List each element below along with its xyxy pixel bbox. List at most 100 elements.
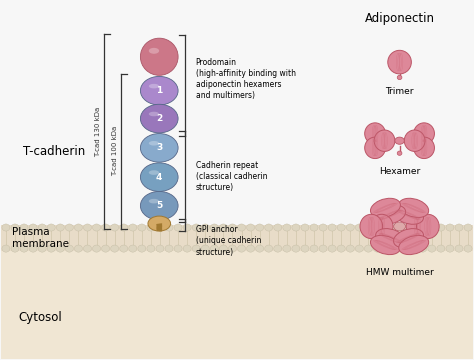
Ellipse shape bbox=[174, 245, 182, 252]
Ellipse shape bbox=[392, 224, 400, 231]
Ellipse shape bbox=[165, 245, 173, 252]
Ellipse shape bbox=[292, 245, 300, 252]
Ellipse shape bbox=[394, 222, 405, 231]
Ellipse shape bbox=[140, 163, 178, 192]
Ellipse shape bbox=[92, 245, 100, 252]
Ellipse shape bbox=[56, 245, 64, 252]
Ellipse shape bbox=[356, 224, 364, 231]
Text: 4: 4 bbox=[156, 173, 163, 182]
Ellipse shape bbox=[464, 224, 472, 231]
Ellipse shape bbox=[274, 224, 282, 231]
Ellipse shape bbox=[148, 216, 171, 231]
Ellipse shape bbox=[365, 224, 373, 231]
Ellipse shape bbox=[393, 229, 423, 248]
Bar bbox=[1, 225, 473, 251]
Ellipse shape bbox=[20, 245, 28, 252]
Ellipse shape bbox=[374, 130, 395, 152]
Ellipse shape bbox=[140, 192, 178, 220]
Ellipse shape bbox=[174, 224, 182, 231]
Text: Trimer: Trimer bbox=[385, 87, 414, 96]
Ellipse shape bbox=[255, 224, 264, 231]
Ellipse shape bbox=[375, 205, 406, 224]
Ellipse shape bbox=[183, 224, 191, 231]
Ellipse shape bbox=[201, 245, 210, 252]
Ellipse shape bbox=[29, 245, 37, 252]
Ellipse shape bbox=[246, 245, 255, 252]
Ellipse shape bbox=[410, 224, 418, 231]
Text: Prodomain
(high-affinity binding with
adiponectin hexamers
and multimers): Prodomain (high-affinity binding with ad… bbox=[196, 58, 295, 100]
Ellipse shape bbox=[446, 224, 454, 231]
Ellipse shape bbox=[20, 224, 28, 231]
Ellipse shape bbox=[140, 38, 178, 75]
Ellipse shape bbox=[138, 245, 146, 252]
Ellipse shape bbox=[65, 245, 73, 252]
Ellipse shape bbox=[38, 245, 46, 252]
Text: 1: 1 bbox=[156, 86, 163, 95]
Ellipse shape bbox=[11, 224, 19, 231]
Ellipse shape bbox=[365, 137, 385, 158]
Ellipse shape bbox=[455, 245, 463, 252]
Text: 5: 5 bbox=[156, 201, 163, 210]
Ellipse shape bbox=[210, 245, 219, 252]
Ellipse shape bbox=[120, 245, 128, 252]
Ellipse shape bbox=[129, 224, 137, 231]
Ellipse shape bbox=[371, 235, 401, 255]
Ellipse shape bbox=[437, 224, 445, 231]
Text: Cytosol: Cytosol bbox=[18, 311, 62, 324]
Ellipse shape bbox=[140, 134, 178, 162]
Ellipse shape bbox=[274, 245, 282, 252]
Ellipse shape bbox=[283, 224, 291, 231]
Text: 3: 3 bbox=[156, 143, 163, 152]
Ellipse shape bbox=[310, 245, 318, 252]
Ellipse shape bbox=[455, 224, 463, 231]
Ellipse shape bbox=[192, 245, 200, 252]
Ellipse shape bbox=[149, 48, 159, 54]
Ellipse shape bbox=[228, 245, 237, 252]
Ellipse shape bbox=[419, 224, 427, 231]
Ellipse shape bbox=[417, 214, 439, 239]
Ellipse shape bbox=[129, 245, 137, 252]
Ellipse shape bbox=[428, 224, 436, 231]
Ellipse shape bbox=[210, 224, 219, 231]
Text: Cadherin repeat
(classical cadherin
structure): Cadherin repeat (classical cadherin stru… bbox=[196, 161, 267, 192]
Ellipse shape bbox=[388, 50, 411, 74]
Ellipse shape bbox=[47, 245, 55, 252]
Ellipse shape bbox=[219, 245, 228, 252]
Ellipse shape bbox=[399, 198, 428, 217]
Bar bbox=[1, 1, 473, 225]
Ellipse shape bbox=[11, 245, 19, 252]
Ellipse shape bbox=[29, 224, 37, 231]
Text: T-cadherin: T-cadherin bbox=[23, 145, 85, 158]
Ellipse shape bbox=[375, 229, 406, 248]
Ellipse shape bbox=[399, 235, 428, 255]
Ellipse shape bbox=[138, 224, 146, 231]
Ellipse shape bbox=[337, 224, 345, 231]
Ellipse shape bbox=[428, 245, 436, 252]
Ellipse shape bbox=[365, 245, 373, 252]
Ellipse shape bbox=[310, 224, 318, 231]
Ellipse shape bbox=[464, 245, 472, 252]
Ellipse shape bbox=[414, 137, 435, 158]
Ellipse shape bbox=[219, 224, 228, 231]
Ellipse shape bbox=[346, 245, 354, 252]
Ellipse shape bbox=[406, 214, 429, 239]
Ellipse shape bbox=[65, 224, 73, 231]
Text: Adiponectin: Adiponectin bbox=[365, 12, 435, 25]
Ellipse shape bbox=[201, 224, 210, 231]
Ellipse shape bbox=[165, 224, 173, 231]
Ellipse shape bbox=[156, 245, 164, 252]
Ellipse shape bbox=[404, 130, 425, 152]
Ellipse shape bbox=[2, 224, 10, 231]
Ellipse shape bbox=[149, 141, 159, 145]
Ellipse shape bbox=[383, 224, 391, 231]
Ellipse shape bbox=[328, 245, 336, 252]
Ellipse shape bbox=[292, 224, 300, 231]
Ellipse shape bbox=[446, 245, 454, 252]
Ellipse shape bbox=[328, 224, 336, 231]
Ellipse shape bbox=[149, 170, 159, 175]
Ellipse shape bbox=[140, 76, 178, 105]
Ellipse shape bbox=[255, 245, 264, 252]
Ellipse shape bbox=[414, 123, 435, 144]
Ellipse shape bbox=[395, 137, 404, 144]
Text: 2: 2 bbox=[156, 114, 163, 123]
